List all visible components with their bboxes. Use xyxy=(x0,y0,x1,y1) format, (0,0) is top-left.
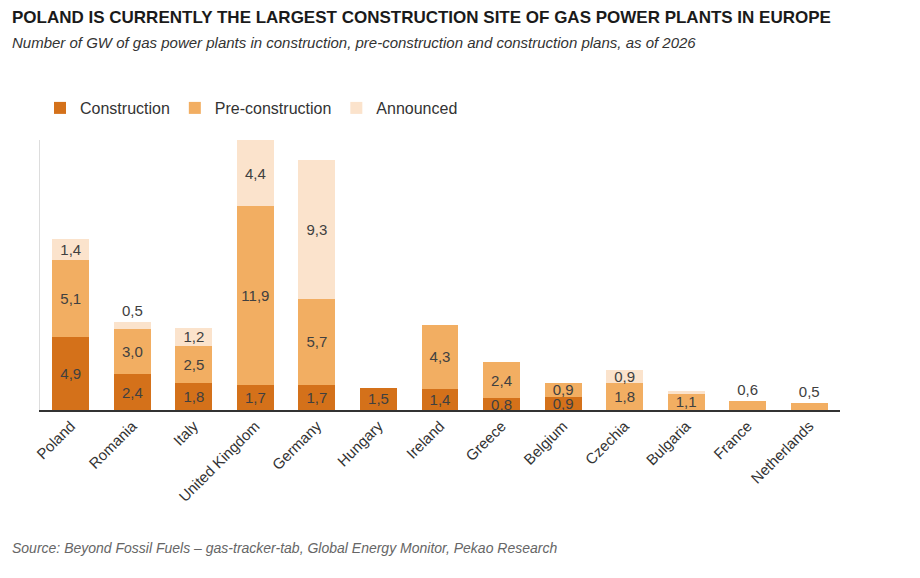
svg-text:Greece: Greece xyxy=(462,417,509,464)
svg-text:1,5: 1,5 xyxy=(368,390,389,407)
svg-text:Source: Beyond Fossil Fuels –: Source: Beyond Fossil Fuels – gas-tracke… xyxy=(12,540,557,556)
svg-text:1,8: 1,8 xyxy=(183,388,204,405)
svg-text:9,3: 9,3 xyxy=(306,221,327,238)
svg-text:Pre-construction: Pre-construction xyxy=(215,100,332,117)
svg-text:Number of GW of gas power plan: Number of GW of gas power plants in cons… xyxy=(12,34,696,51)
svg-text:0,5: 0,5 xyxy=(122,302,143,319)
svg-text:1,2: 1,2 xyxy=(183,328,204,345)
svg-text:4,4: 4,4 xyxy=(245,165,266,182)
svg-text:0,8: 0,8 xyxy=(491,396,512,413)
svg-text:0,9: 0,9 xyxy=(553,395,574,412)
svg-text:1,7: 1,7 xyxy=(245,389,266,406)
svg-text:Belgium: Belgium xyxy=(520,417,570,467)
svg-text:Netherlands: Netherlands xyxy=(747,417,816,486)
svg-text:Bulgaria: Bulgaria xyxy=(643,417,694,468)
svg-text:4,9: 4,9 xyxy=(60,365,81,382)
svg-text:Announced: Announced xyxy=(376,100,457,117)
svg-text:Ireland: Ireland xyxy=(403,417,447,461)
svg-text:0,9: 0,9 xyxy=(614,368,635,385)
svg-text:2,5: 2,5 xyxy=(183,356,204,373)
svg-text:5,1: 5,1 xyxy=(60,290,81,307)
svg-text:1,8: 1,8 xyxy=(614,388,635,405)
svg-text:Italy: Italy xyxy=(170,417,202,449)
svg-text:Romania: Romania xyxy=(85,417,140,472)
svg-text:POLAND IS CURRENTLY THE LARGES: POLAND IS CURRENTLY THE LARGEST CONSTRUC… xyxy=(12,8,831,27)
svg-text:2,4: 2,4 xyxy=(122,384,143,401)
svg-text:0,6: 0,6 xyxy=(737,381,758,398)
svg-text:11,9: 11,9 xyxy=(241,287,269,304)
svg-text:1,7: 1,7 xyxy=(306,389,327,406)
svg-text:4,3: 4,3 xyxy=(430,348,451,365)
svg-text:1,4: 1,4 xyxy=(430,391,451,408)
svg-text:0,9: 0,9 xyxy=(553,381,574,398)
svg-text:Hungary: Hungary xyxy=(334,417,386,469)
svg-text:France: France xyxy=(710,417,755,462)
svg-text:Construction: Construction xyxy=(80,100,170,117)
svg-text:1,4: 1,4 xyxy=(60,241,81,258)
svg-text:0,5: 0,5 xyxy=(799,383,820,400)
svg-text:5,7: 5,7 xyxy=(306,333,327,350)
svg-text:1,1: 1,1 xyxy=(676,393,697,410)
svg-text:Poland: Poland xyxy=(33,417,78,462)
svg-text:United Kingdom: United Kingdom xyxy=(175,417,262,504)
svg-text:3,0: 3,0 xyxy=(122,343,143,360)
svg-text:2,4: 2,4 xyxy=(491,372,512,389)
svg-text:Germany: Germany xyxy=(269,417,325,473)
svg-text:Czechia: Czechia xyxy=(582,417,633,468)
